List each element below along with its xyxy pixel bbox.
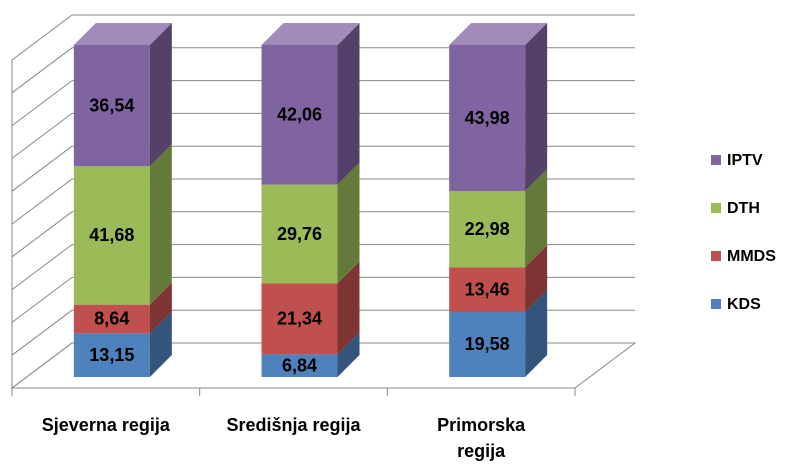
grid-line bbox=[11, 178, 73, 225]
data-label: 6,84 bbox=[282, 355, 317, 375]
data-label: 13,15 bbox=[89, 345, 134, 365]
legend-label: DTH bbox=[727, 200, 760, 217]
bar-segment bbox=[73, 44, 150, 167]
legend-label: IPTV bbox=[727, 152, 763, 169]
grid-line bbox=[11, 47, 73, 94]
data-label: 22,98 bbox=[465, 219, 510, 239]
legend-label: MMDS bbox=[727, 248, 776, 265]
bar-side bbox=[337, 162, 360, 284]
data-label: 13,46 bbox=[465, 279, 510, 299]
grid-line bbox=[11, 244, 73, 291]
bar-side bbox=[337, 261, 360, 355]
bar-side bbox=[149, 282, 172, 334]
data-label: 42,06 bbox=[277, 105, 322, 125]
data-label: 43,98 bbox=[465, 108, 510, 128]
bar-side bbox=[149, 144, 172, 305]
bar-segment bbox=[449, 267, 526, 312]
bar-side bbox=[525, 169, 548, 268]
data-label: 19,58 bbox=[465, 334, 510, 354]
legend-swatch bbox=[711, 155, 721, 165]
bar-segment bbox=[73, 304, 150, 334]
x-tick-label: Središnja regija bbox=[226, 415, 361, 435]
data-label: 8,64 bbox=[94, 309, 129, 329]
bar-side bbox=[525, 23, 548, 192]
data-label: 29,76 bbox=[277, 224, 322, 244]
bar-segment bbox=[73, 333, 150, 377]
bar-segment bbox=[449, 191, 526, 268]
bar-side bbox=[149, 22, 172, 167]
grid-line bbox=[11, 276, 73, 323]
bar-side bbox=[337, 23, 360, 185]
grid-line bbox=[11, 309, 73, 356]
x-tick-label: Primorska regija bbox=[437, 415, 526, 461]
bar-side bbox=[525, 245, 548, 312]
bar-top bbox=[73, 22, 172, 45]
bar-side bbox=[525, 289, 548, 377]
x-tick-label: Sjeverna regija bbox=[41, 415, 170, 435]
bar-segment bbox=[261, 354, 338, 377]
grid-line bbox=[11, 211, 73, 258]
grid-line bbox=[11, 342, 73, 389]
bar-side bbox=[337, 332, 360, 377]
bar-top bbox=[449, 23, 548, 45]
data-label: 41,68 bbox=[89, 225, 134, 245]
grid-line bbox=[11, 14, 73, 61]
data-label: 21,34 bbox=[277, 309, 322, 329]
bar-segment bbox=[449, 311, 526, 377]
bar-segment bbox=[73, 166, 150, 305]
legend-swatch bbox=[711, 251, 721, 261]
legend-swatch bbox=[711, 203, 721, 213]
legend-swatch bbox=[711, 299, 721, 309]
legend-label: KDS bbox=[727, 296, 761, 313]
bar-segment bbox=[449, 45, 526, 192]
bar-segment bbox=[261, 184, 338, 284]
bar-segment bbox=[261, 283, 338, 355]
data-label: 36,54 bbox=[89, 95, 134, 115]
bar-side bbox=[149, 311, 172, 377]
grid-line bbox=[11, 145, 73, 192]
grid-line bbox=[11, 80, 73, 126]
bar-segment bbox=[261, 45, 338, 185]
grid-line bbox=[11, 113, 73, 159]
bar-top bbox=[261, 23, 360, 45]
